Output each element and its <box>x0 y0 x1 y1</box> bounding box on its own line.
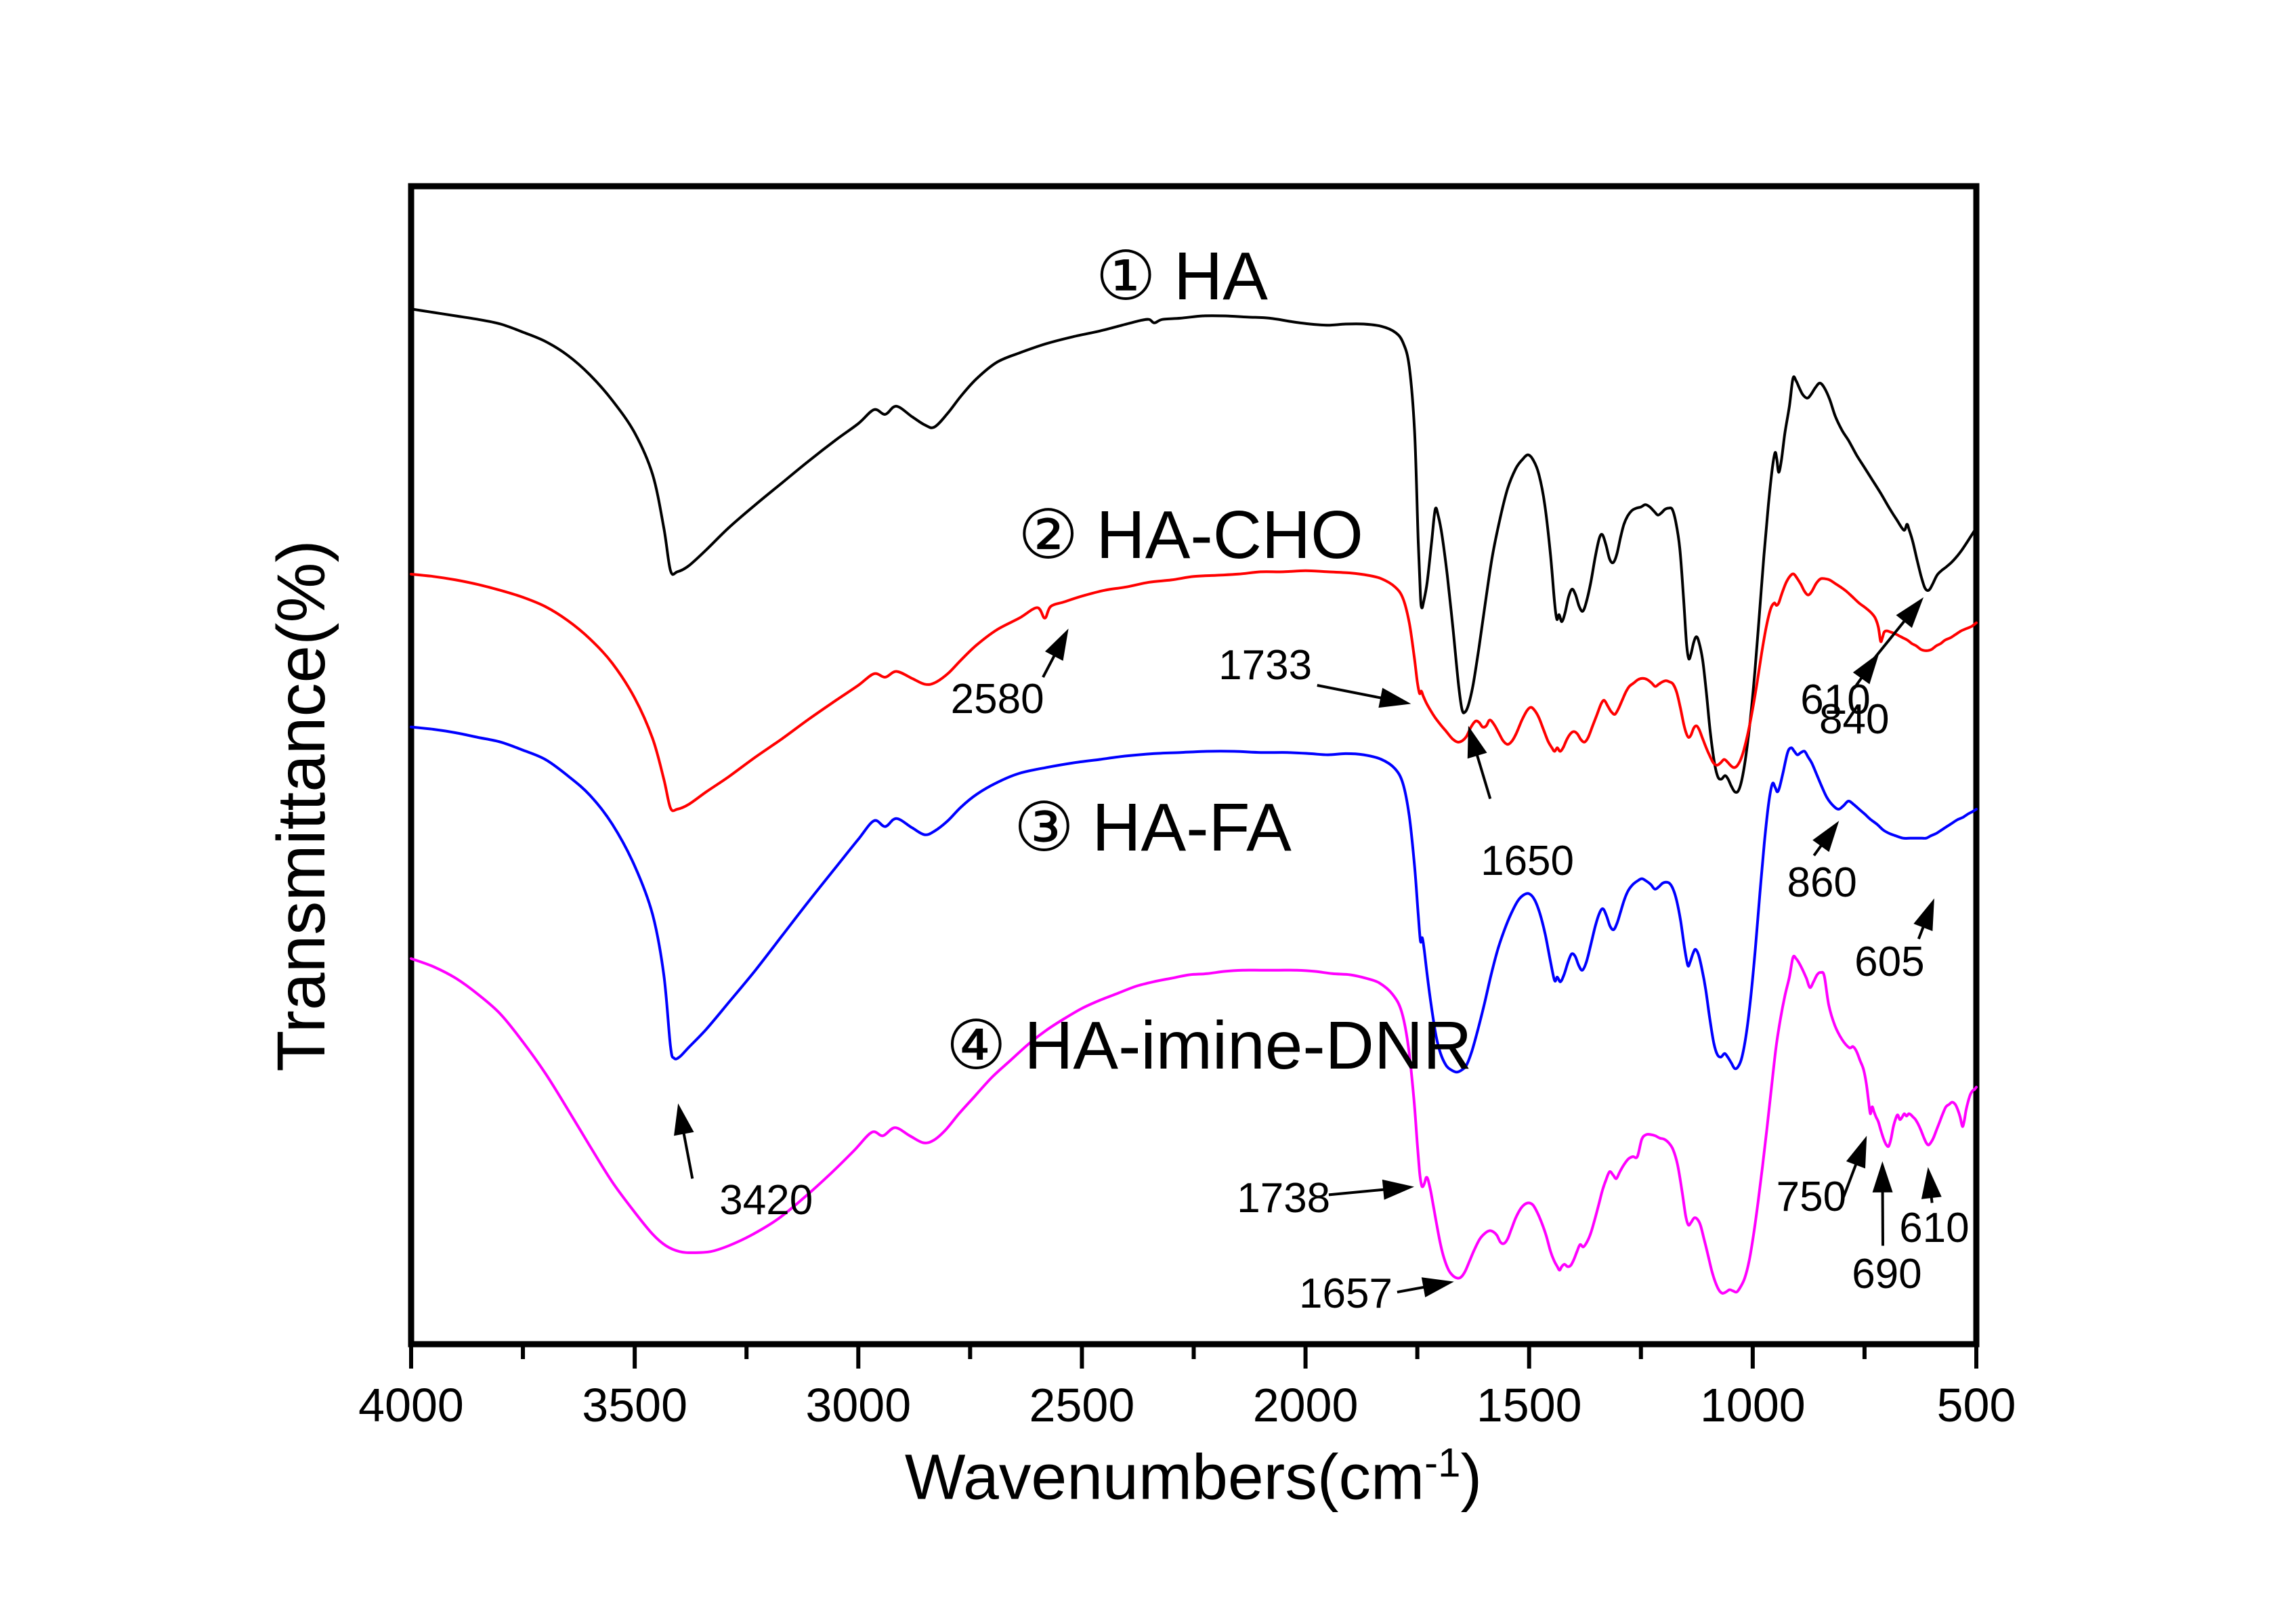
annotation-text-ha-610: 610 <box>1800 676 1871 724</box>
x-tick-label-500: 500 <box>1936 1379 2016 1432</box>
annotation-text-ha-fa-605: 605 <box>1854 938 1925 985</box>
series-label-ha-fa: ③ HA-FA <box>1014 794 1292 862</box>
series-label-number-ha-imine-dnr: ④ <box>945 1005 1007 1085</box>
series-label-ha: ① HA <box>1095 242 1268 311</box>
annotation-text-ha-imine-dnr-690: 690 <box>1852 1251 1922 1298</box>
series-curve-ha <box>410 307 1978 794</box>
series-label-number-ha-fa: ③ <box>1013 788 1075 867</box>
annotation-text-ha-fa-3420: 3420 <box>719 1176 813 1224</box>
series-curve-ha-fa <box>410 725 1978 1074</box>
annotation-text-ha-cho-1733: 1733 <box>1218 641 1313 689</box>
annotation-arrow-head-ha-fa-3420 <box>674 1103 694 1136</box>
series-label-text-ha-imine-dnr: HA-imine-DNR <box>1024 1007 1472 1083</box>
series-label-text-ha: HA <box>1174 238 1268 315</box>
annotation-arrow-head-ha-imine-dnr-610 <box>1921 1167 1942 1199</box>
annotation-text-ha-cho-2580: 2580 <box>950 675 1044 723</box>
series-label-text-ha-fa: HA-FA <box>1092 790 1292 866</box>
annotation-text-ha-1650: 1650 <box>1481 837 1575 884</box>
x-axis-title-superscript: -1 <box>1424 1440 1461 1486</box>
series-label-ha-imine-dnr: ④ HA-imine-DNR <box>946 1011 1472 1079</box>
plot-border <box>408 183 1980 1348</box>
annotation-arrow-head-ha-610 <box>1896 597 1924 628</box>
annotation-arrow-head-ha-1650 <box>1467 725 1487 759</box>
x-tick-label-2500: 2500 <box>1029 1379 1135 1432</box>
annotation-arrow-head-ha-fa-605 <box>1913 898 1934 931</box>
annotation-arrow-line-ha-imine-dnr-750 <box>1842 1158 1860 1198</box>
annotation-arrow-head-ha-cho-840 <box>1852 653 1879 685</box>
annotation-text-ha-imine-dnr-1657: 1657 <box>1299 1270 1393 1318</box>
annotation-text-ha-cho-840: 840 <box>1819 696 1890 744</box>
annotation-text-ha-imine-dnr-610: 610 <box>1899 1205 1970 1251</box>
x-axis-title: Wavenumbers(cm-1) <box>904 1440 1483 1513</box>
x-tick-label-1500: 1500 <box>1476 1379 1582 1432</box>
x-tick-label-2000: 2000 <box>1252 1379 1359 1432</box>
y-axis-title: Transmittance(%) <box>263 540 339 1072</box>
annotation-arrow-line-ha-imine-dnr-1738 <box>1328 1187 1390 1197</box>
annotation-arrow-line-ha-fa-3420 <box>681 1127 694 1179</box>
annotation-text-ha-imine-dnr-750: 750 <box>1776 1173 1847 1220</box>
series-label-ha-cho: ② HA-CHO <box>1018 500 1363 569</box>
annotation-arrow-line-ha-cho-1733 <box>1317 684 1387 701</box>
x-tick-label-3500: 3500 <box>582 1379 688 1432</box>
annotation-arrow-head-ha-imine-dnr-750 <box>1846 1136 1867 1169</box>
annotation-arrow-head-ha-cho-2580 <box>1044 628 1069 661</box>
annotation-arrow-head-ha-imine-dnr-1738 <box>1382 1179 1415 1200</box>
annotation-arrow-line-ha-1650 <box>1474 749 1492 800</box>
annotation-arrow-head-ha-imine-dnr-690 <box>1872 1161 1893 1193</box>
annotation-arrow-head-ha-fa-860 <box>1812 821 1840 853</box>
series-label-number-ha: ① <box>1095 236 1157 316</box>
annotation-text-ha-imine-dnr-1738: 1738 <box>1237 1174 1331 1222</box>
x-axis-title-text: Wavenumbers(cm <box>904 1441 1425 1513</box>
x-tick-label-3000: 3000 <box>805 1379 912 1432</box>
series-curve-ha-imine-dnr <box>410 955 1978 1295</box>
annotation-text-ha-fa-860: 860 <box>1787 859 1857 907</box>
x-tick-label-4000: 4000 <box>358 1379 464 1432</box>
series-label-number-ha-cho: ② <box>1017 494 1079 574</box>
series-curve-ha-cho <box>410 569 1978 813</box>
x-axis-title-suffix: ) <box>1460 1441 1483 1513</box>
x-tick-label-1000: 1000 <box>1699 1379 1806 1432</box>
series-label-text-ha-cho: HA-CHO <box>1096 496 1363 573</box>
annotation-arrow-head-ha-imine-dnr-1657 <box>1421 1277 1454 1297</box>
annotation-arrow-head-ha-cho-1733 <box>1378 687 1411 708</box>
